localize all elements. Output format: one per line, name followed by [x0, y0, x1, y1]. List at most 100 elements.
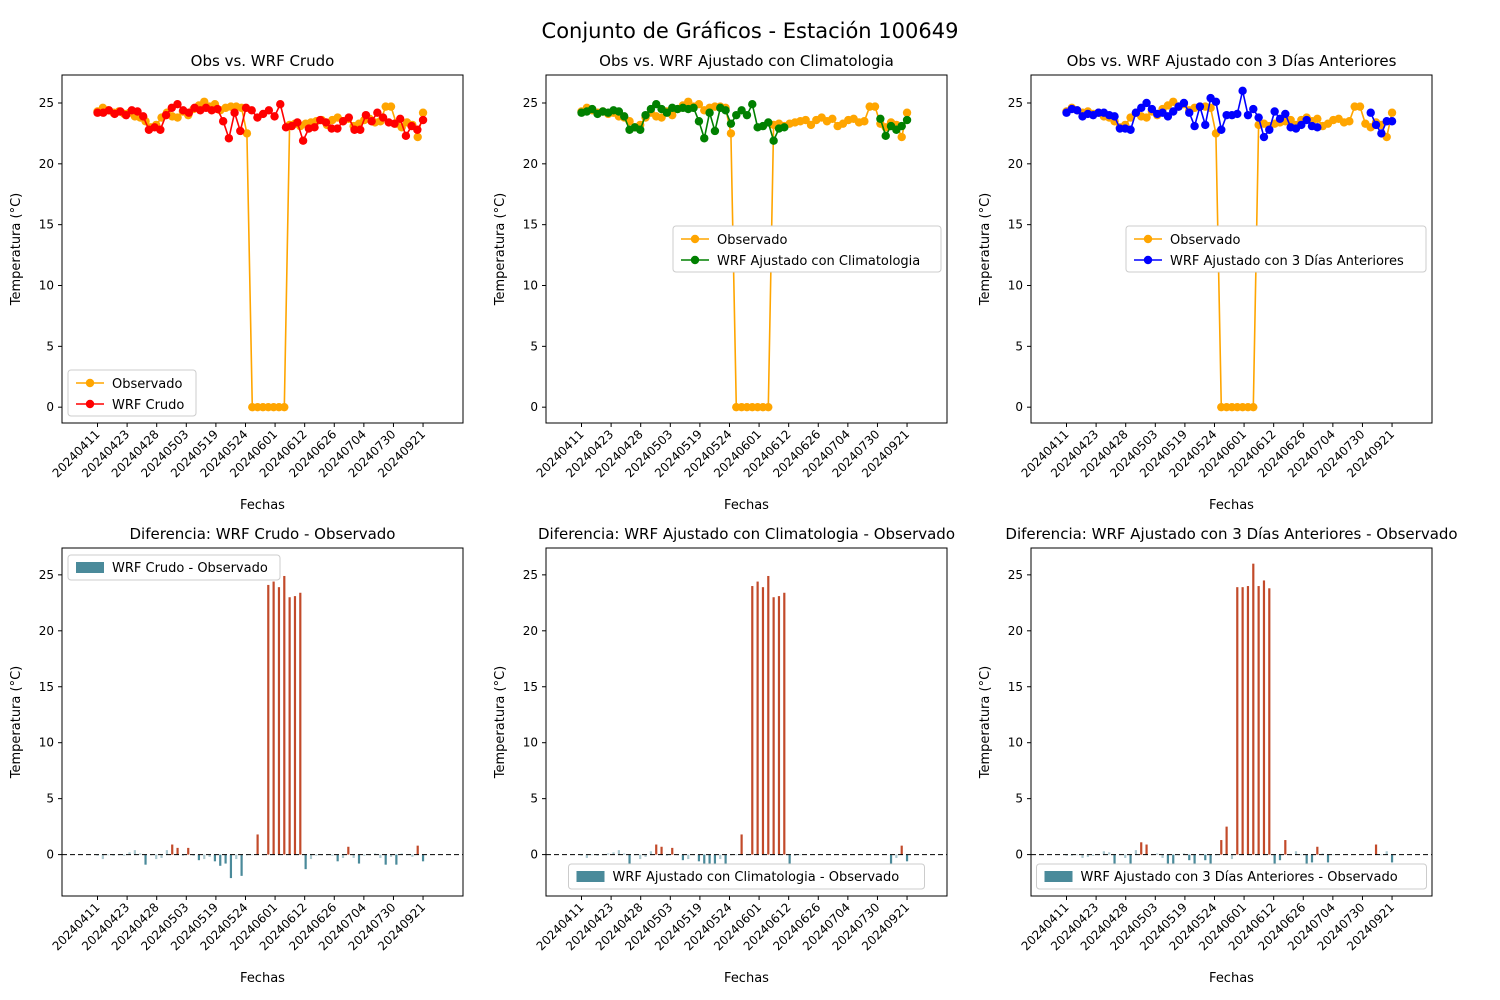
panel-title: Diferencia: WRF Ajustado con Climatologi…: [538, 525, 955, 543]
difference-bar: [655, 844, 658, 855]
difference-bar: [1145, 844, 1148, 855]
data-point: [280, 402, 289, 412]
plot-area: [1062, 86, 1397, 412]
data-point: [173, 113, 182, 122]
difference-bar: [379, 854, 382, 858]
data-point: [881, 131, 890, 141]
difference-bar: [144, 854, 147, 865]
y-axis-label: Temperatura (°C): [978, 666, 993, 779]
difference-bar: [1273, 854, 1276, 865]
data-point: [218, 117, 228, 126]
data-point: [367, 117, 376, 126]
difference-bar: [283, 575, 286, 855]
y-tick-label: 10: [523, 736, 538, 750]
difference-bar: [1209, 854, 1212, 865]
difference-bar: [607, 853, 610, 855]
data-point: [121, 110, 131, 120]
x-axis-label: Fechas: [1209, 498, 1254, 513]
data-point: [1201, 120, 1210, 130]
difference-bar: [171, 844, 174, 855]
data-point: [620, 112, 629, 121]
legend-swatch: [1044, 871, 1073, 882]
plot-frame: [545, 74, 948, 424]
data-point: [742, 110, 752, 120]
difference-bar: [176, 847, 179, 855]
legend-marker: [690, 255, 700, 265]
data-point: [1169, 107, 1178, 116]
data-point: [418, 115, 428, 125]
data-point: [1126, 113, 1135, 122]
legend: WRF Ajustado con Climatologia - Observad…: [568, 863, 925, 890]
difference-bar: [1188, 854, 1191, 861]
chart-panel-4: Diferencia: WRF Crudo - Observado Fechas T…: [9, 525, 464, 986]
difference-bar: [123, 854, 126, 856]
data-point: [1185, 108, 1194, 117]
data-point: [737, 106, 746, 115]
difference-bar: [293, 596, 297, 855]
data-point: [390, 119, 399, 128]
difference-bar: [1316, 846, 1319, 855]
y-tick-label: 0: [530, 848, 538, 862]
chart-panel-6: Diferencia: WRF Ajustado con 3 Días Ante…: [978, 525, 1458, 986]
difference-bar: [347, 846, 350, 855]
y-axis-label: Temperatura (°C): [9, 666, 24, 779]
data-point: [321, 118, 331, 127]
y-tick-label: 5: [1015, 792, 1023, 806]
difference-bar: [267, 584, 270, 855]
y-tick-label: 20: [523, 157, 538, 171]
data-point: [662, 108, 672, 117]
difference-bar: [580, 854, 583, 856]
legend-label: WRF Ajustado con 3 Días Anteriores - Obs…: [1081, 870, 1398, 885]
data-point: [806, 120, 816, 130]
y-tick-label: 20: [1008, 157, 1023, 171]
y-tick-label: 5: [530, 792, 538, 806]
data-point: [413, 125, 422, 134]
y-tick-label: 0: [46, 848, 54, 862]
chart-panel-1: Obs vs. WRF Crudo Fechas Temperatura (°C) 0…: [9, 52, 464, 513]
difference-bar: [213, 854, 217, 862]
data-point: [726, 129, 736, 138]
difference-bar: [617, 850, 620, 855]
difference-bar: [703, 854, 706, 866]
data-point: [293, 118, 302, 127]
data-point: [1387, 108, 1397, 117]
data-point: [1275, 114, 1285, 124]
difference-bar: [272, 581, 275, 855]
y-tick-label: 20: [1008, 624, 1023, 638]
difference-bar: [128, 852, 131, 855]
y-tick-label: 0: [530, 400, 538, 414]
plot-area: [62, 575, 463, 879]
difference-bar: [889, 854, 893, 865]
difference-bar: [1204, 854, 1207, 861]
y-axis-label: Temperatura (°C): [493, 193, 508, 306]
difference-bar: [793, 854, 797, 856]
difference-bar: [681, 854, 685, 861]
legend-box: [568, 863, 925, 890]
y-tick-label: 0: [46, 400, 54, 414]
difference-bar: [1332, 854, 1335, 856]
difference-bar: [112, 854, 115, 856]
data-point: [1110, 112, 1119, 121]
data-point: [230, 108, 239, 117]
y-tick-label: 10: [39, 279, 54, 293]
y-tick-label: 5: [1015, 339, 1023, 353]
data-point: [361, 110, 371, 120]
difference-bar: [900, 845, 903, 855]
data-point: [161, 110, 171, 120]
data-point: [694, 117, 704, 126]
data-point: [876, 114, 885, 124]
difference-bar: [1380, 854, 1383, 856]
plot-frame: [545, 547, 948, 897]
difference-bar: [288, 597, 291, 855]
difference-bar: [713, 854, 717, 866]
difference-bar: [767, 575, 770, 855]
difference-bar: [895, 854, 898, 858]
data-point: [276, 100, 285, 109]
difference-bar: [411, 854, 414, 857]
difference-bar: [352, 854, 355, 858]
legend-label: Observado: [717, 233, 788, 248]
panel-title: Obs vs. WRF Crudo: [191, 52, 335, 70]
difference-bar: [277, 587, 281, 855]
difference-bar: [788, 854, 791, 864]
data-point: [1355, 102, 1365, 111]
